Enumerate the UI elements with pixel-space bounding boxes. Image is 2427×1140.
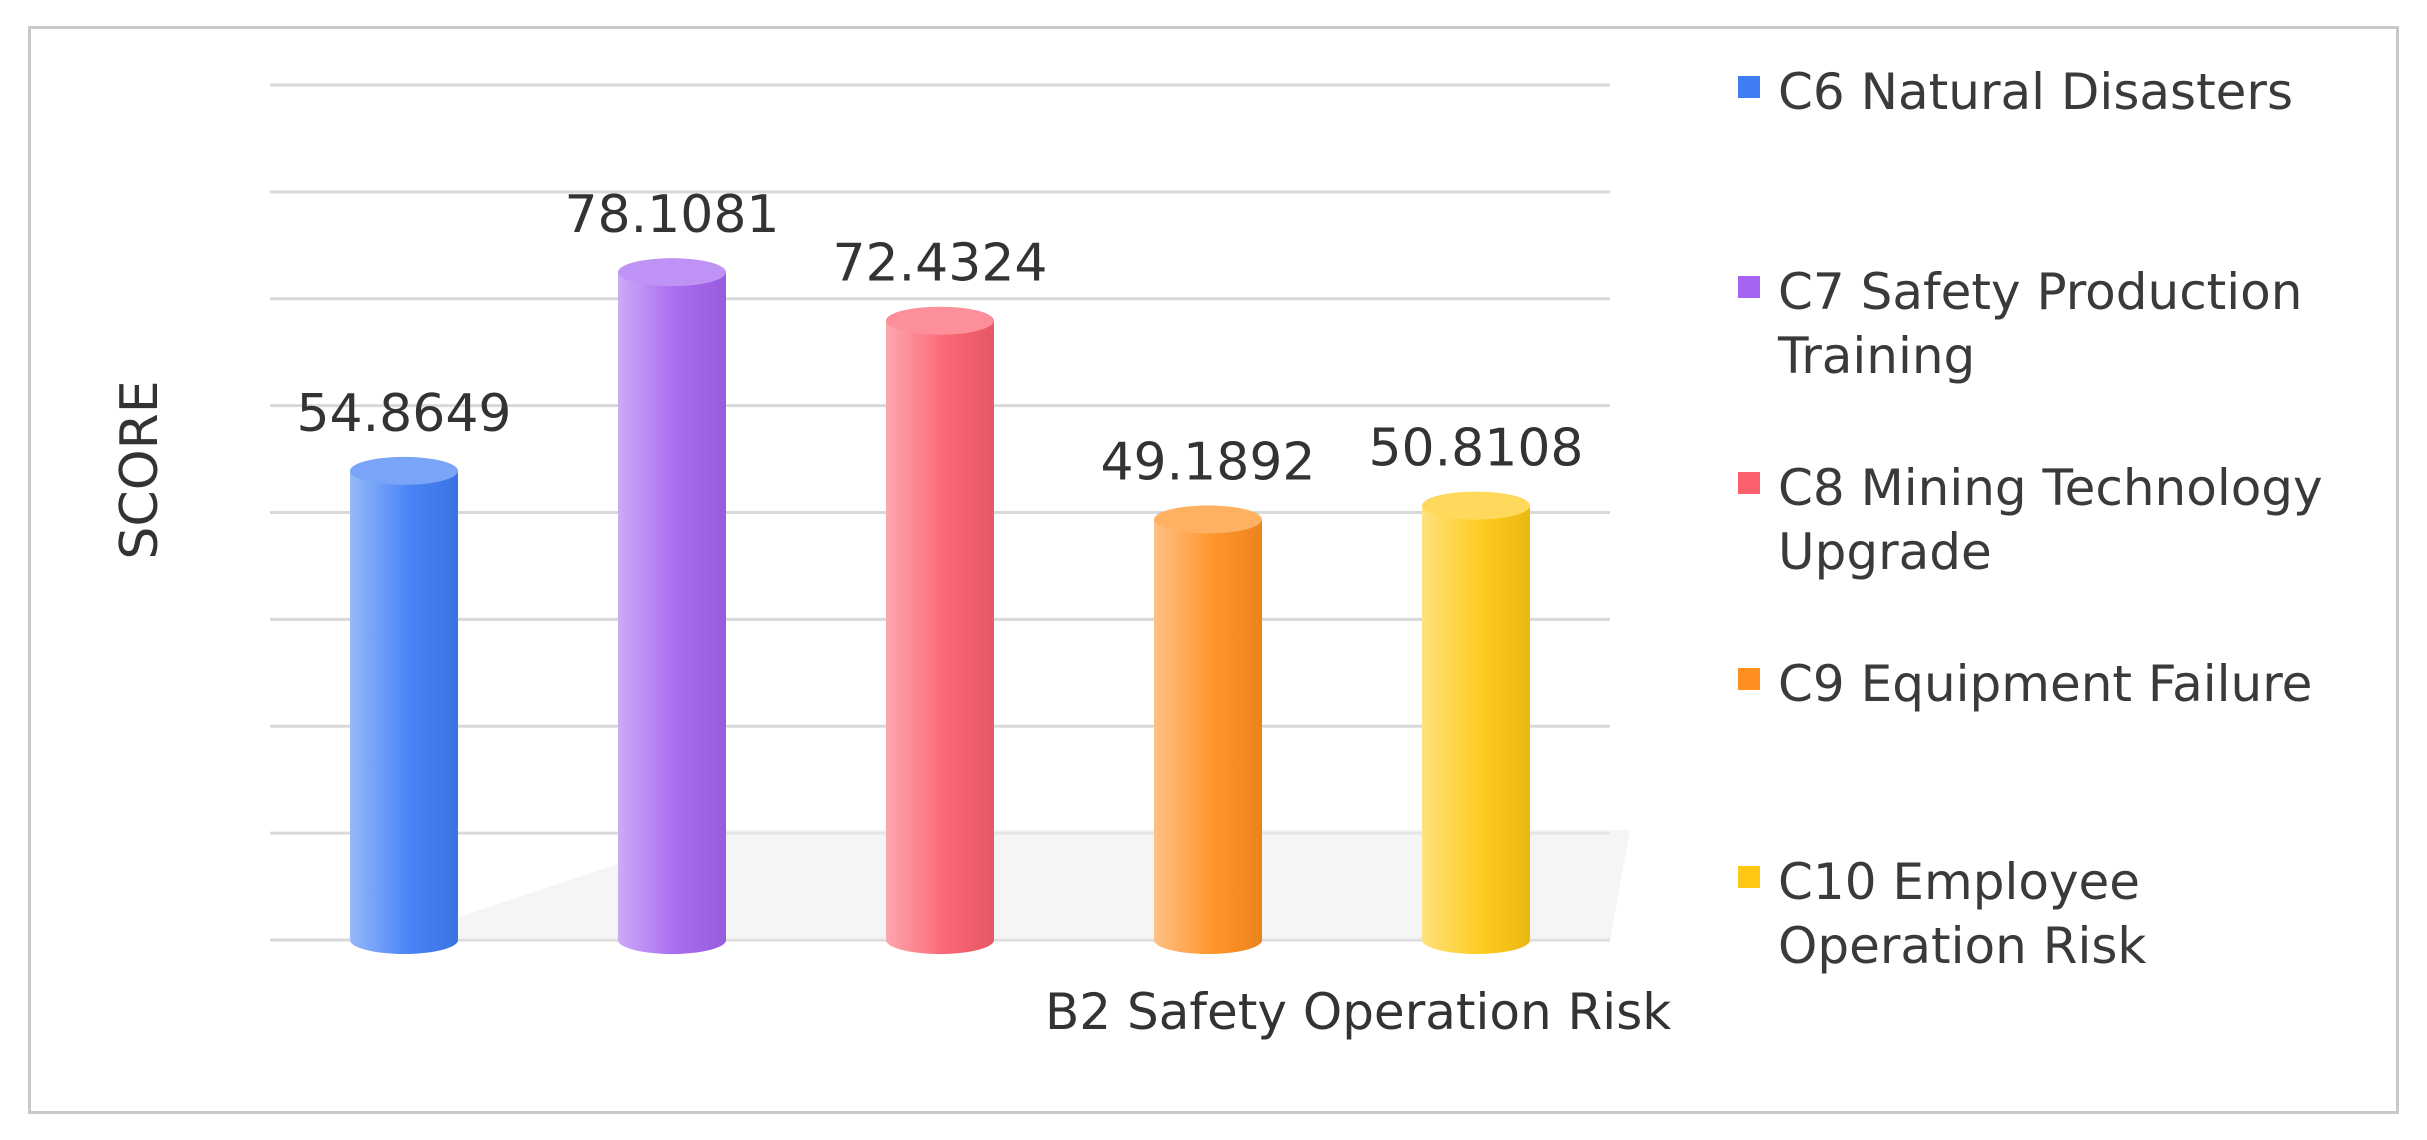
legend-item-c7: C7 Safety Production Training <box>1738 260 2338 388</box>
bar-cap <box>618 258 726 287</box>
legend-label-c10: C10 Employee Operation Risk <box>1778 853 2147 975</box>
bar <box>350 456 458 954</box>
bar-base <box>886 926 994 954</box>
y-axis-label: SCORE <box>110 380 170 560</box>
legend-swatch-c9 <box>1738 668 1760 690</box>
bar-body <box>350 470 458 940</box>
legend-label-c6: C6 Natural Disasters <box>1778 63 2294 121</box>
bar-value-label: 54.8649 <box>296 384 511 444</box>
data-labels: 54.8649 78.1081 72.4324 49.1892 50.8108 <box>296 185 1583 492</box>
bar <box>1422 491 1530 954</box>
bar-base <box>618 926 726 954</box>
legend-swatch-c8 <box>1738 472 1760 494</box>
bars <box>350 258 1530 954</box>
bar <box>1154 505 1262 954</box>
legend-label-c8: C8 Mining Technology Upgrade <box>1778 459 2323 581</box>
legend-item-c10: C10 Employee Operation Risk <box>1738 850 2338 978</box>
bar-cap <box>350 456 458 485</box>
bar <box>886 306 994 954</box>
bar-body <box>618 272 726 940</box>
legend-swatch-c6 <box>1738 76 1760 98</box>
legend-label-c7: C7 Safety Production Training <box>1778 263 2303 385</box>
bar-base <box>350 926 458 954</box>
bar-base <box>1154 926 1262 954</box>
legend-item-c6: C6 Natural Disasters <box>1738 60 2338 124</box>
legend-label-c9: C9 Equipment Failure <box>1778 655 2313 713</box>
bar <box>618 258 726 954</box>
bar-value-label: 78.1081 <box>564 185 779 245</box>
legend-item-c9: C9 Equipment Failure <box>1738 652 2338 716</box>
bar-body <box>886 320 994 940</box>
legend-swatch-c7 <box>1738 276 1760 298</box>
bar-cap <box>886 306 994 335</box>
bar-cap <box>1154 505 1262 534</box>
bar-value-label: 72.4324 <box>832 234 1047 294</box>
bar-value-label: 49.1892 <box>1100 432 1315 492</box>
legend-swatch-c10 <box>1738 866 1760 888</box>
bar-value-label: 50.8108 <box>1368 419 1583 479</box>
bar-base <box>1422 926 1530 954</box>
legend-item-c8: C8 Mining Technology Upgrade <box>1738 456 2338 584</box>
x-axis-label: B2 Safety Operation Risk <box>1045 983 1672 1041</box>
bar-body <box>1154 519 1262 940</box>
bar-body <box>1422 505 1530 940</box>
bar-cap <box>1422 491 1530 520</box>
